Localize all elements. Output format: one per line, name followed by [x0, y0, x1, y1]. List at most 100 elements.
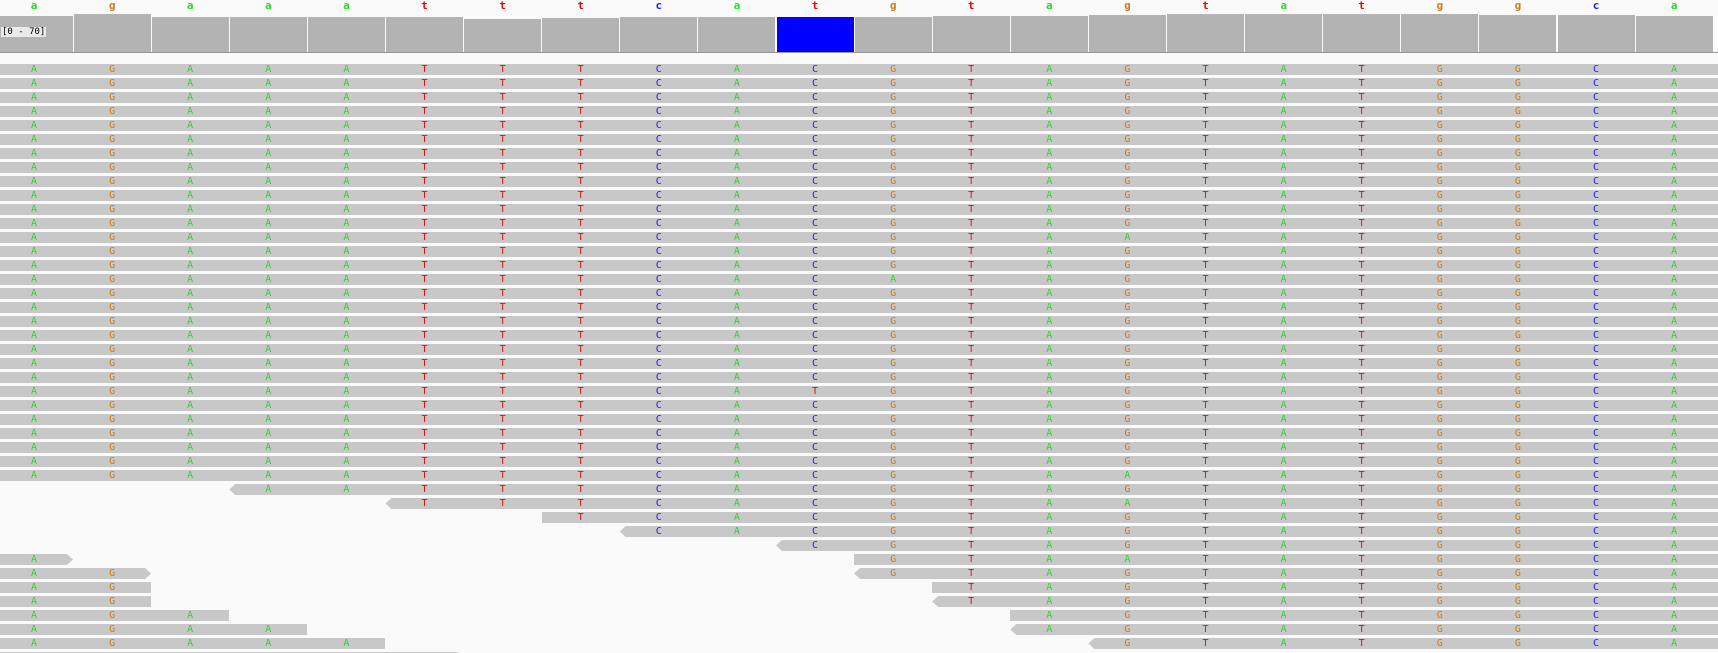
coverage-track[interactable]: [0 - 70] — [0, 13, 1718, 53]
read-base: T — [421, 162, 428, 173]
coverage-bar[interactable] — [1479, 15, 1557, 53]
coverage-bar[interactable] — [932, 16, 1010, 53]
coverage-bar[interactable] — [307, 17, 385, 53]
read-base: G — [1436, 260, 1443, 271]
read-base: T — [1358, 442, 1365, 453]
coverage-bar[interactable] — [854, 17, 932, 53]
read-base: G — [890, 400, 897, 411]
read-base: T — [968, 596, 975, 607]
read-base: T — [1202, 484, 1209, 495]
coverage-bar[interactable] — [1167, 14, 1245, 53]
read-base: T — [1202, 610, 1209, 621]
coverage-bar-highlighted[interactable] — [776, 17, 854, 53]
coverage-bar[interactable] — [1557, 15, 1635, 53]
coverage-bar[interactable] — [1323, 14, 1401, 53]
coverage-bar[interactable] — [620, 17, 698, 53]
read-base: G — [109, 274, 116, 285]
coverage-bar[interactable] — [1635, 16, 1713, 53]
coverage-bar[interactable] — [464, 19, 542, 53]
read-base: T — [499, 428, 506, 439]
read-base: T — [968, 78, 975, 89]
read-base: A — [1046, 260, 1053, 271]
read-base: A — [265, 232, 272, 243]
reference-base: g — [1436, 0, 1444, 12]
coverage-bar[interactable] — [1010, 16, 1088, 53]
read-base: A — [1671, 204, 1678, 215]
coverage-bar[interactable] — [151, 17, 229, 53]
read-base: A — [1046, 414, 1053, 425]
read-base: A — [265, 106, 272, 117]
coverage-bar[interactable] — [1245, 14, 1323, 53]
coverage-bar[interactable] — [1401, 14, 1479, 53]
read-base: G — [1124, 162, 1131, 173]
coverage-bar[interactable] — [1088, 15, 1166, 53]
aligned-read[interactable]: A — [0, 554, 73, 565]
read-base: A — [1671, 638, 1678, 649]
read-base: A — [187, 358, 194, 369]
reference-base: t — [967, 0, 975, 12]
read-base: T — [1358, 414, 1365, 425]
read-base: T — [421, 92, 428, 103]
read-base: G — [1436, 554, 1443, 565]
coverage-bar[interactable] — [386, 17, 464, 53]
coverage-bar[interactable] — [542, 18, 620, 53]
coverage-bar[interactable] — [229, 17, 307, 53]
coverage-bar[interactable] — [73, 14, 151, 53]
coverage-bar[interactable] — [698, 17, 776, 53]
read-base: T — [577, 302, 584, 313]
read-base: T — [1202, 344, 1209, 355]
reference-base: a — [265, 0, 272, 12]
read-base: T — [1358, 526, 1365, 537]
